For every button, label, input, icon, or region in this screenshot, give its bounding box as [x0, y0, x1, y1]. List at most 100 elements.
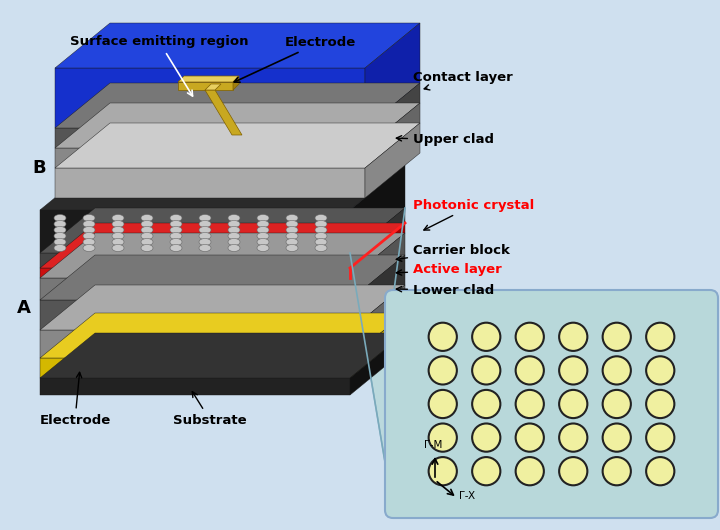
Ellipse shape — [315, 215, 327, 222]
Ellipse shape — [228, 215, 240, 222]
Ellipse shape — [286, 244, 298, 252]
Ellipse shape — [83, 220, 95, 227]
Ellipse shape — [54, 238, 66, 245]
Ellipse shape — [286, 220, 298, 227]
Text: Active layer: Active layer — [396, 263, 502, 277]
Ellipse shape — [228, 233, 240, 240]
Ellipse shape — [141, 244, 153, 252]
Circle shape — [428, 390, 457, 418]
Polygon shape — [205, 84, 221, 90]
Circle shape — [472, 356, 500, 384]
Polygon shape — [365, 123, 420, 198]
Ellipse shape — [170, 226, 182, 234]
Ellipse shape — [199, 215, 211, 222]
Ellipse shape — [199, 244, 211, 252]
Circle shape — [472, 390, 500, 418]
Polygon shape — [40, 165, 405, 210]
Polygon shape — [350, 285, 405, 358]
Polygon shape — [55, 23, 420, 68]
Circle shape — [603, 390, 631, 418]
Polygon shape — [40, 253, 350, 268]
Ellipse shape — [228, 220, 240, 227]
Circle shape — [559, 390, 588, 418]
Polygon shape — [40, 300, 350, 330]
Ellipse shape — [315, 220, 327, 227]
Ellipse shape — [257, 215, 269, 222]
Polygon shape — [40, 233, 405, 278]
Ellipse shape — [112, 238, 124, 245]
Polygon shape — [55, 68, 365, 128]
Polygon shape — [205, 90, 242, 135]
Text: Electrode: Electrode — [40, 372, 111, 427]
Text: Lower clad: Lower clad — [396, 284, 494, 296]
Ellipse shape — [83, 233, 95, 240]
Ellipse shape — [141, 215, 153, 222]
Polygon shape — [40, 285, 405, 330]
Text: A: A — [17, 299, 31, 317]
Polygon shape — [350, 208, 405, 510]
Ellipse shape — [170, 238, 182, 245]
Polygon shape — [178, 82, 233, 90]
Circle shape — [646, 390, 675, 418]
Polygon shape — [55, 123, 420, 168]
Polygon shape — [55, 168, 365, 198]
Ellipse shape — [170, 215, 182, 222]
Ellipse shape — [112, 226, 124, 234]
Ellipse shape — [83, 215, 95, 222]
Ellipse shape — [54, 215, 66, 222]
Polygon shape — [55, 103, 420, 148]
Text: Surface emitting region: Surface emitting region — [70, 36, 248, 96]
Ellipse shape — [257, 233, 269, 240]
Polygon shape — [365, 83, 420, 148]
Circle shape — [603, 457, 631, 485]
Ellipse shape — [228, 238, 240, 245]
Ellipse shape — [112, 220, 124, 227]
Ellipse shape — [315, 233, 327, 240]
Polygon shape — [40, 378, 350, 395]
Text: Carrier block: Carrier block — [396, 243, 510, 261]
Circle shape — [472, 323, 500, 351]
Text: B: B — [32, 159, 45, 177]
Circle shape — [516, 457, 544, 485]
Text: Γ-M: Γ-M — [424, 440, 442, 450]
Circle shape — [559, 356, 588, 384]
Ellipse shape — [141, 226, 153, 234]
Circle shape — [428, 356, 457, 384]
Polygon shape — [350, 313, 405, 378]
Polygon shape — [40, 358, 350, 378]
Polygon shape — [40, 255, 405, 300]
Circle shape — [472, 423, 500, 452]
Ellipse shape — [112, 215, 124, 222]
Polygon shape — [55, 148, 365, 168]
Polygon shape — [350, 165, 405, 253]
Ellipse shape — [286, 226, 298, 234]
Ellipse shape — [141, 233, 153, 240]
Circle shape — [603, 323, 631, 351]
Ellipse shape — [199, 233, 211, 240]
Polygon shape — [365, 103, 420, 168]
Ellipse shape — [112, 233, 124, 240]
Ellipse shape — [315, 244, 327, 252]
Ellipse shape — [286, 215, 298, 222]
Circle shape — [428, 323, 457, 351]
Ellipse shape — [199, 220, 211, 227]
Polygon shape — [178, 76, 239, 82]
Ellipse shape — [286, 233, 298, 240]
Circle shape — [428, 457, 457, 485]
Polygon shape — [55, 128, 365, 148]
Circle shape — [516, 390, 544, 418]
Ellipse shape — [83, 244, 95, 252]
Circle shape — [603, 356, 631, 384]
Ellipse shape — [54, 220, 66, 227]
Ellipse shape — [170, 233, 182, 240]
Ellipse shape — [83, 226, 95, 234]
Ellipse shape — [257, 226, 269, 234]
Polygon shape — [55, 83, 420, 128]
Polygon shape — [40, 333, 405, 378]
Ellipse shape — [54, 244, 66, 252]
Text: Γ-X: Γ-X — [459, 491, 475, 501]
Polygon shape — [40, 208, 405, 253]
Ellipse shape — [257, 238, 269, 245]
Circle shape — [646, 323, 675, 351]
Circle shape — [646, 356, 675, 384]
